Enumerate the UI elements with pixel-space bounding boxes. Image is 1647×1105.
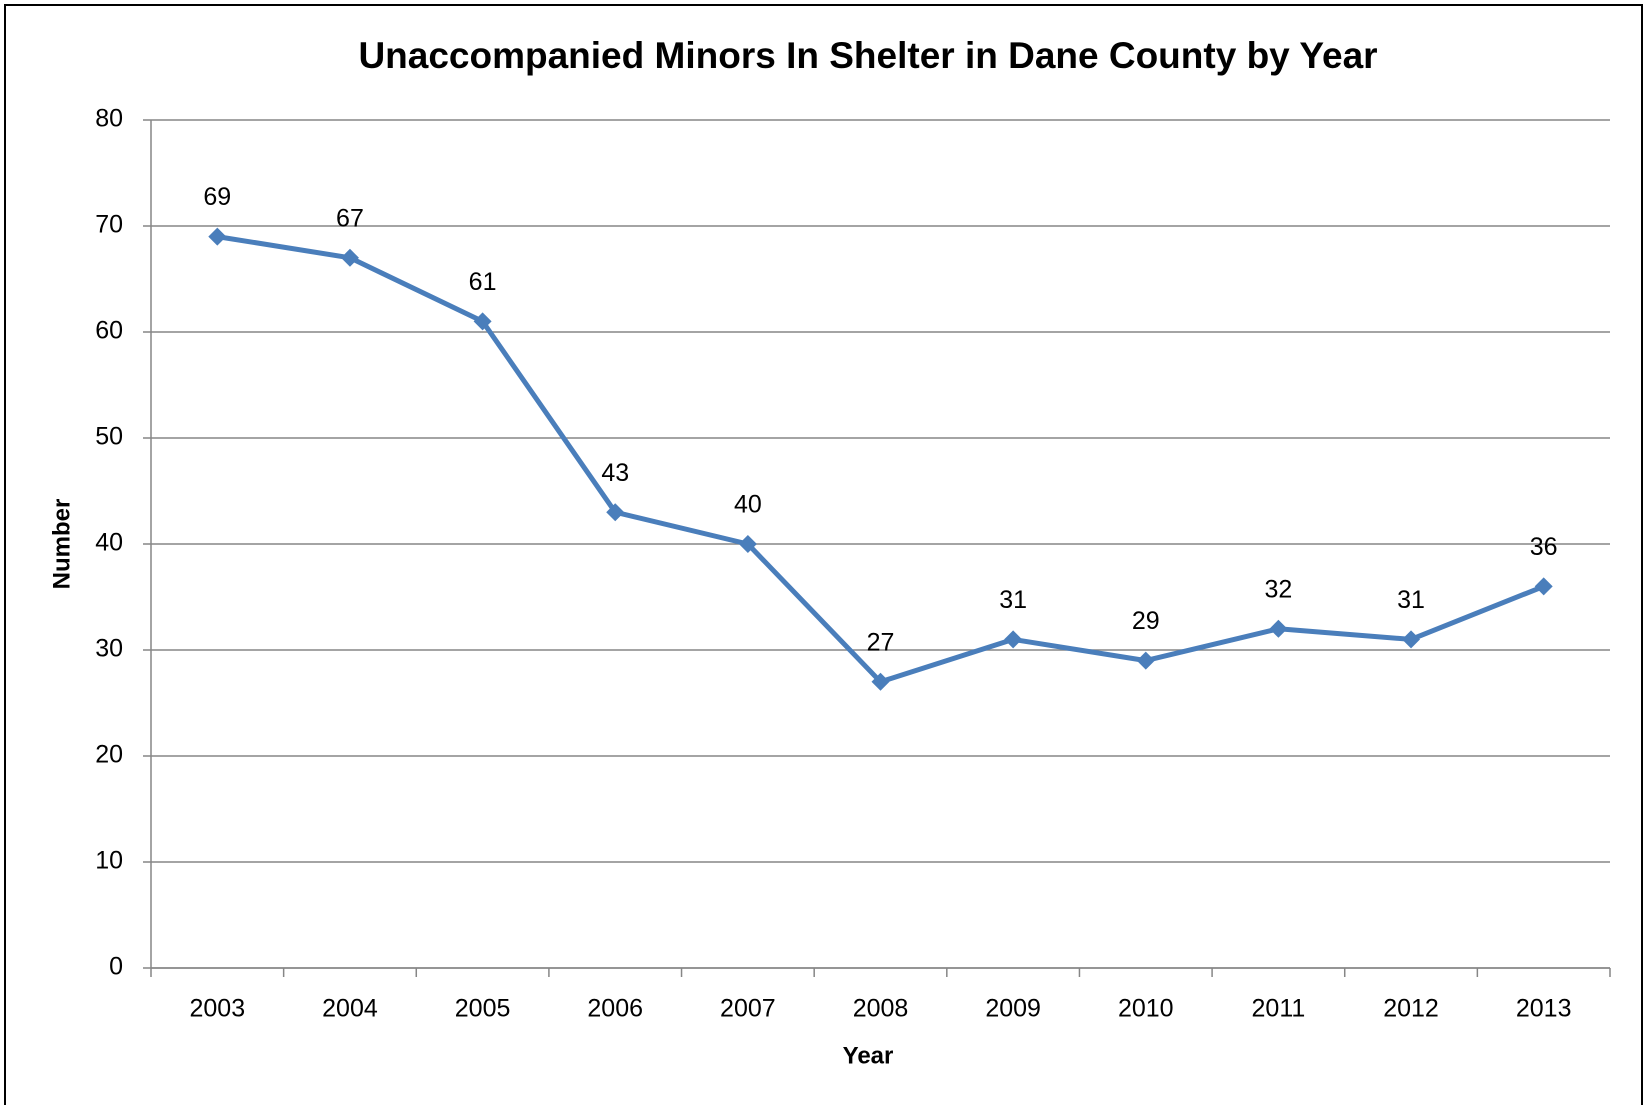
x-tick-label: 2013 (1516, 995, 1572, 1023)
data-label: 40 (734, 491, 762, 519)
data-label: 31 (1397, 586, 1425, 614)
chart-border (4, 4, 1643, 1105)
data-point (208, 227, 227, 246)
x-tick-label: 2008 (853, 995, 909, 1023)
data-label: 43 (601, 459, 629, 487)
data-point (1269, 619, 1288, 638)
data-point (1004, 630, 1023, 649)
y-tick-label: 20 (95, 741, 123, 769)
data-point (871, 672, 890, 691)
y-tick-label: 30 (95, 635, 123, 663)
x-tick-label: 2009 (985, 995, 1041, 1023)
x-tick-label: 2011 (1252, 995, 1306, 1023)
data-label: 67 (336, 204, 364, 232)
x-tick-label: 2005 (455, 995, 511, 1023)
y-tick-label: 50 (95, 423, 123, 451)
x-axis-title: Year (843, 1042, 894, 1069)
x-tick-label: 2004 (322, 995, 378, 1023)
x-tick-label: 2006 (587, 995, 643, 1023)
data-label: 27 (867, 628, 895, 656)
y-tick-label: 0 (109, 953, 123, 981)
data-point (738, 535, 757, 553)
data-point (1534, 577, 1553, 596)
x-tick-label: 2007 (720, 995, 776, 1023)
data-point (340, 248, 359, 267)
data-line (216, 234, 1545, 685)
y-tick-label: 40 (95, 529, 123, 557)
y-axis-title: Number (48, 499, 75, 590)
data-point (606, 503, 625, 522)
data-label: 36 (1530, 533, 1558, 561)
y-tick-label: 70 (95, 211, 123, 239)
data-label: 61 (469, 268, 497, 296)
x-tick-label: 2010 (1118, 995, 1174, 1023)
data-label: 32 (1265, 575, 1293, 603)
data-point (1136, 651, 1155, 670)
y-tick-label: 60 (95, 317, 123, 345)
chart-title: Unaccompanied Minors In Shelter in Dane … (358, 35, 1377, 76)
data-label: 31 (999, 586, 1027, 614)
data-label: 29 (1132, 607, 1160, 635)
y-tick-label: 10 (95, 847, 123, 875)
data-point (473, 312, 492, 331)
data-label: 69 (203, 183, 231, 211)
y-tick-label: 80 (95, 105, 123, 133)
x-tick-label: 2012 (1383, 995, 1439, 1023)
x-tick-label: 2003 (190, 995, 246, 1023)
data-point (1402, 630, 1421, 649)
